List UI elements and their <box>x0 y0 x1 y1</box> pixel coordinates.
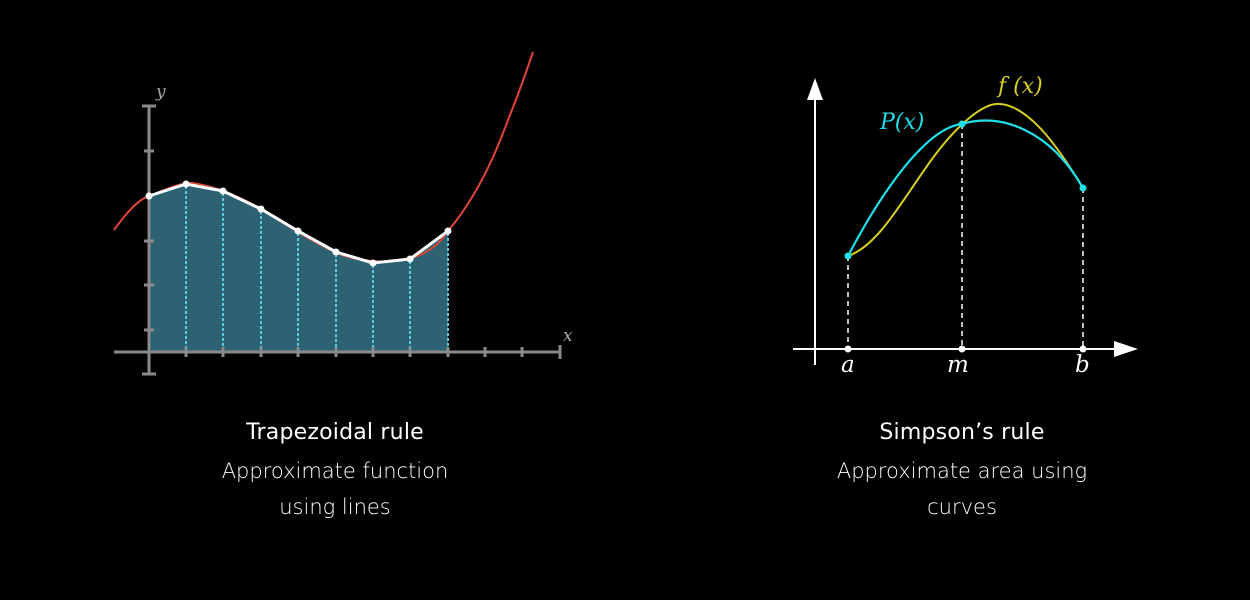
y-axis-arrow-icon <box>807 78 823 100</box>
trapezoidal-caption: Trapezoidal rule Approximate function us… <box>135 420 535 525</box>
simpson-diagram <box>793 78 1138 365</box>
axes <box>114 104 562 376</box>
y-axis-label: y <box>156 82 166 102</box>
tick-b-label: b <box>1075 352 1090 378</box>
trapezoidal-panel: y x Trapezoidal rule Approximate functio… <box>113 51 573 525</box>
simpson-caption: Simpson’s rule Approximate area using cu… <box>762 420 1162 525</box>
simpson-description: Approximate area using curves <box>836 459 1088 519</box>
trapezoidal-diagram <box>113 51 562 376</box>
simpson-title: Simpson’s rule <box>879 420 1045 445</box>
fx-curve <box>847 102 1084 257</box>
simpson-panel: f (x) P(x) a m b Simpson’s rule Approxim… <box>625 0 1250 600</box>
tick-m-label: m <box>947 352 969 378</box>
px-label: P(x) <box>880 110 925 135</box>
trapezoidal-description: Approximate function using lines <box>221 459 449 519</box>
fx-label: f (x) <box>998 74 1043 99</box>
sample-points <box>145 180 452 267</box>
tick-a-label: a <box>841 352 855 378</box>
trapezoidal-title: Trapezoidal rule <box>246 420 424 445</box>
x-axis-arrow-icon <box>1114 341 1138 357</box>
px-curve <box>847 119 1084 257</box>
x-axis-label: x <box>563 326 573 346</box>
sample-dashes <box>185 186 449 352</box>
